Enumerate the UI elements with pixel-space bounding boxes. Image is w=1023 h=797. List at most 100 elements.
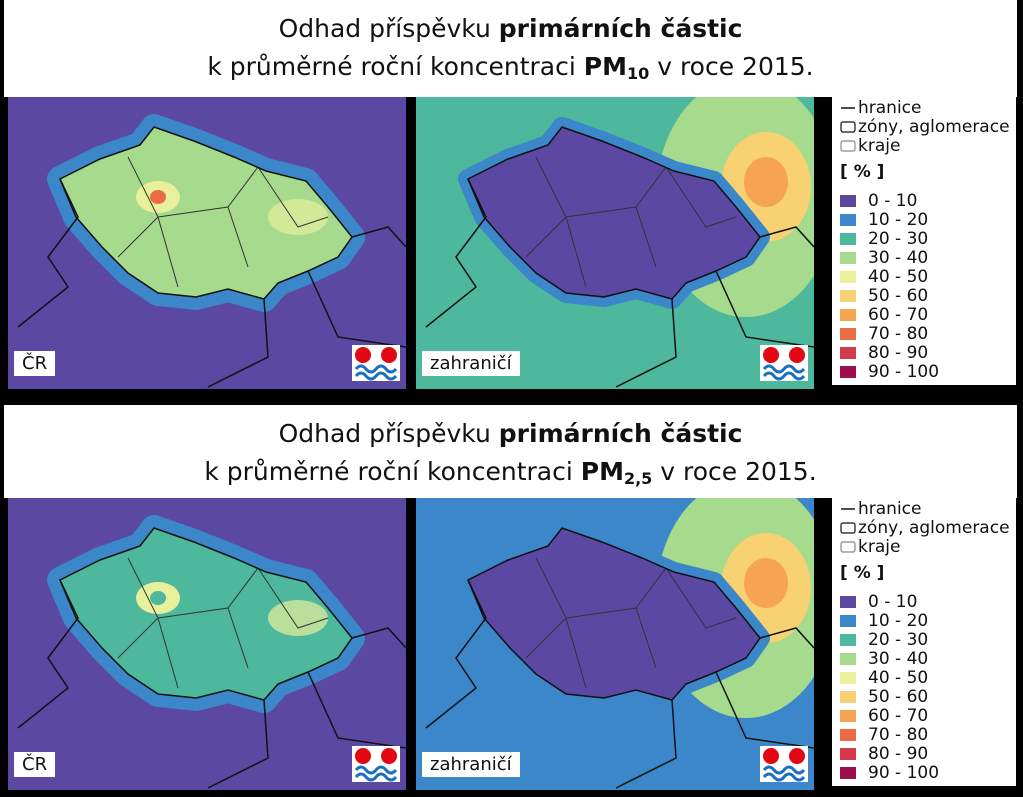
region-borders — [117, 156, 329, 288]
logo-dot — [789, 748, 805, 764]
logo-dot — [381, 748, 397, 764]
legend-text: 80 - 90 — [868, 744, 929, 764]
legend-swatch — [840, 672, 856, 684]
swatch — [840, 195, 856, 207]
legend-text: hranice — [858, 98, 922, 118]
legend-row: 0 - 10 — [840, 593, 917, 612]
legend-swatch — [840, 634, 856, 646]
swatch — [840, 596, 856, 608]
hotspot — [268, 199, 328, 235]
legend-text: zóny, aglomerace — [858, 117, 1010, 137]
swatch — [840, 214, 856, 226]
swatch — [840, 290, 856, 302]
legend-swatch — [840, 271, 856, 283]
logo-wave — [354, 765, 398, 782]
title-text: Odhad příspěvku — [278, 419, 491, 448]
swatch — [840, 634, 856, 646]
swatch — [840, 710, 856, 722]
country-border — [59, 126, 353, 300]
region-borders — [117, 557, 329, 689]
swatch — [840, 691, 856, 703]
legend-row: 50 - 60 — [840, 287, 928, 306]
legend-row: kraje — [840, 137, 900, 156]
logo-dot — [355, 347, 371, 363]
legend-swatch — [840, 615, 856, 627]
legend-row: 90 - 100 — [840, 764, 939, 783]
legend: hranice zóny, aglomerace kraje [ % ] 0 - 10 1… — [832, 97, 1016, 385]
pollutant: PM — [580, 457, 624, 486]
swatch — [840, 672, 856, 684]
legend-text: 50 - 60 — [868, 286, 929, 306]
title-bold: primárních částic — [498, 14, 743, 43]
logo-dot — [355, 748, 371, 764]
legend-text: 10 - 20 — [868, 210, 929, 230]
logo-wave — [762, 364, 806, 381]
state-borders — [17, 579, 406, 789]
country-fill — [468, 528, 760, 700]
swatch — [840, 328, 856, 340]
pollutant: PM — [583, 52, 627, 81]
title-line: Odhad příspěvku primárních částic — [4, 415, 1017, 453]
map — [416, 97, 814, 389]
legend-swatch — [840, 252, 856, 264]
legend-row: 90 - 100 — [840, 363, 939, 382]
logo-wave — [762, 765, 806, 782]
legend-row: 40 - 50 — [840, 268, 928, 287]
legend-row: 10 - 20 — [840, 612, 928, 631]
legend-swatch — [840, 290, 856, 302]
legend-row: 10 - 20 — [840, 211, 928, 230]
legend-swatch — [840, 347, 856, 359]
logo — [352, 746, 400, 782]
map-label: ČR — [14, 351, 56, 376]
legend-swatch — [840, 328, 856, 340]
legend-row: hranice — [840, 500, 921, 519]
region — [744, 157, 788, 207]
logo-dot — [789, 347, 805, 363]
swatch — [840, 767, 856, 779]
map-label: zahraničí — [422, 752, 520, 777]
legend-row: 0 - 10 — [840, 192, 917, 211]
legend-unit: [ % ] — [840, 162, 885, 182]
logo — [352, 345, 400, 381]
title-line: k průměrné roční koncentraci PM2,5 v roc… — [4, 453, 1017, 498]
state-borders — [17, 178, 406, 388]
map-label: zahraničí — [422, 351, 520, 376]
title-line: k průměrné roční koncentraci PM10 v roce… — [4, 48, 1017, 93]
region-borders — [525, 156, 737, 288]
box-symbol — [840, 541, 856, 553]
legend-text: zóny, aglomerace — [858, 518, 1010, 538]
logo-dot — [763, 347, 779, 363]
legend-row: 60 - 70 — [840, 707, 928, 726]
legend-text: 20 - 30 — [868, 630, 929, 650]
legend-text: 70 - 80 — [868, 725, 929, 745]
panel-title: Odhad příspěvku primárních částic k průmě… — [4, 405, 1017, 498]
legend-symbol — [840, 140, 856, 152]
box-symbol — [840, 121, 856, 133]
swatch — [840, 615, 856, 627]
state-borders — [425, 579, 814, 789]
legend-unit: [ % ] — [840, 563, 885, 583]
legend-text: kraje — [858, 136, 901, 156]
swatch — [840, 347, 856, 359]
swatch — [840, 309, 856, 321]
logo — [760, 345, 808, 381]
legend-row: 80 - 90 — [840, 344, 928, 363]
legend-symbol — [840, 121, 856, 133]
legend-row: zóny, aglomerace — [840, 118, 1010, 137]
title-text: v roce 2015. — [657, 52, 814, 81]
box-symbol — [840, 522, 856, 534]
title-text: k průměrné roční koncentraci — [207, 52, 576, 81]
logo — [760, 746, 808, 782]
swatch — [840, 233, 856, 245]
legend-swatch — [840, 691, 856, 703]
country-fill — [468, 127, 760, 299]
legend: hranice zóny, aglomerace kraje [ % ] 0 - 10 1… — [832, 498, 1016, 786]
logo-dot — [763, 748, 779, 764]
logo-dot — [381, 347, 397, 363]
swatch — [840, 653, 856, 665]
legend-swatch — [840, 596, 856, 608]
legend-text: 90 - 100 — [868, 763, 940, 783]
legend-text: 20 - 30 — [868, 229, 929, 249]
hotspot — [150, 190, 166, 204]
